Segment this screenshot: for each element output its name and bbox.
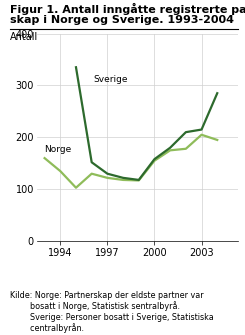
Text: Figur 1. Antall inngåtte registrerte partner-: Figur 1. Antall inngåtte registrerte par… xyxy=(10,3,245,15)
Text: Kilde: Norge: Partnerskap der eldste partner var
        bosatt i Norge, Statist: Kilde: Norge: Partnerskap der eldste par… xyxy=(10,291,214,333)
Text: Antall: Antall xyxy=(10,32,38,43)
Text: skap i Norge og Sverige. 1993-2004: skap i Norge og Sverige. 1993-2004 xyxy=(10,15,234,25)
Text: Norge: Norge xyxy=(45,145,72,154)
Text: Sverige: Sverige xyxy=(93,75,128,84)
